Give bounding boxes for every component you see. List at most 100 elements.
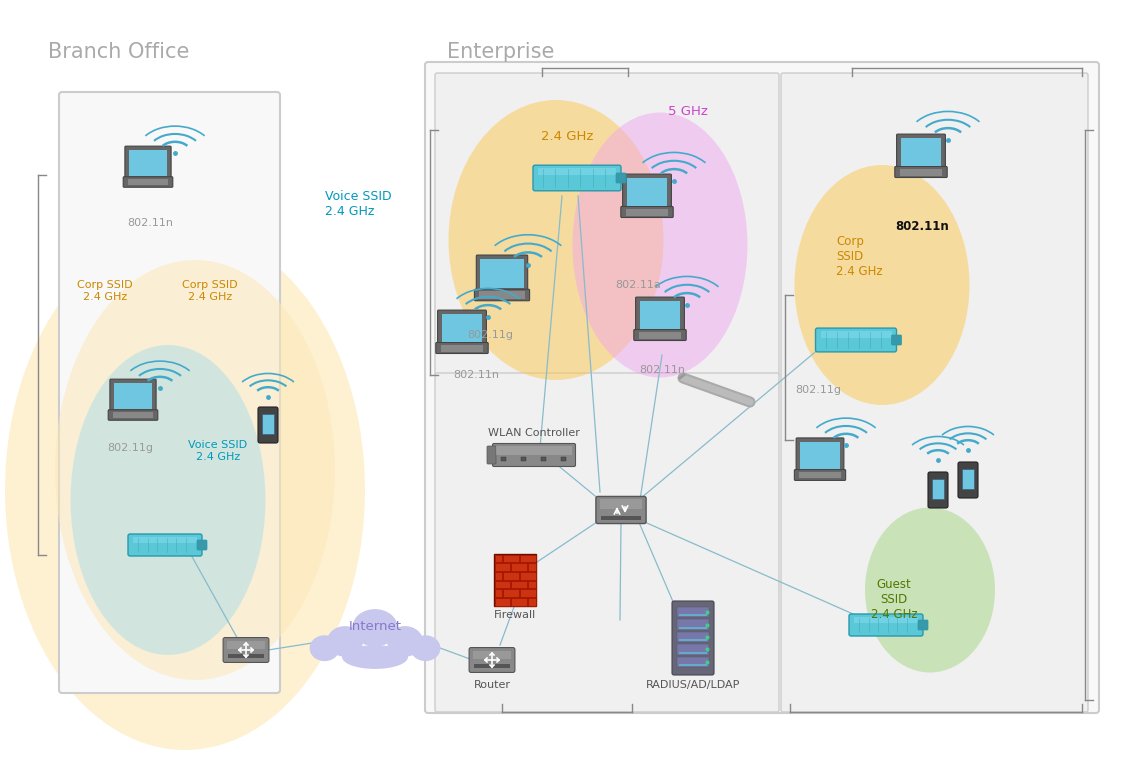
Text: Branch Office: Branch Office: [48, 42, 189, 62]
FancyBboxPatch shape: [59, 92, 280, 693]
FancyBboxPatch shape: [503, 554, 519, 562]
FancyBboxPatch shape: [561, 457, 566, 461]
Ellipse shape: [387, 626, 423, 657]
Text: 802.11n: 802.11n: [127, 218, 173, 228]
FancyBboxPatch shape: [511, 581, 527, 588]
FancyBboxPatch shape: [528, 563, 536, 571]
FancyBboxPatch shape: [488, 446, 495, 464]
Text: Voice SSID
2.4 GHz: Voice SSID 2.4 GHz: [188, 440, 248, 462]
FancyBboxPatch shape: [511, 598, 527, 605]
Ellipse shape: [310, 635, 340, 661]
FancyBboxPatch shape: [494, 589, 502, 597]
FancyBboxPatch shape: [962, 469, 974, 489]
FancyBboxPatch shape: [503, 572, 519, 580]
FancyBboxPatch shape: [672, 601, 714, 675]
FancyBboxPatch shape: [520, 589, 536, 597]
FancyBboxPatch shape: [125, 146, 171, 179]
FancyBboxPatch shape: [474, 665, 510, 669]
FancyBboxPatch shape: [128, 179, 168, 185]
FancyBboxPatch shape: [440, 344, 483, 351]
FancyBboxPatch shape: [494, 572, 502, 580]
FancyBboxPatch shape: [901, 138, 941, 165]
FancyBboxPatch shape: [494, 563, 510, 571]
FancyBboxPatch shape: [503, 589, 519, 597]
FancyBboxPatch shape: [481, 259, 524, 288]
Ellipse shape: [572, 113, 748, 378]
Text: 802.11a: 802.11a: [615, 280, 661, 290]
FancyBboxPatch shape: [494, 554, 502, 562]
FancyBboxPatch shape: [528, 581, 536, 588]
FancyBboxPatch shape: [854, 617, 918, 623]
Text: Voice SSID
2.4 GHz: Voice SSID 2.4 GHz: [325, 190, 392, 218]
FancyBboxPatch shape: [435, 73, 779, 377]
FancyBboxPatch shape: [928, 472, 948, 508]
Text: Router: Router: [474, 680, 510, 690]
FancyBboxPatch shape: [626, 208, 669, 215]
FancyBboxPatch shape: [640, 301, 680, 329]
FancyBboxPatch shape: [258, 407, 278, 443]
FancyBboxPatch shape: [623, 174, 671, 208]
FancyBboxPatch shape: [896, 134, 946, 168]
FancyBboxPatch shape: [227, 641, 265, 649]
FancyBboxPatch shape: [262, 414, 274, 434]
FancyBboxPatch shape: [229, 655, 263, 659]
FancyBboxPatch shape: [521, 457, 526, 461]
Ellipse shape: [865, 507, 995, 672]
FancyBboxPatch shape: [494, 581, 510, 588]
FancyBboxPatch shape: [677, 619, 709, 630]
FancyBboxPatch shape: [538, 168, 616, 175]
Text: 802.11n: 802.11n: [895, 220, 949, 233]
FancyBboxPatch shape: [108, 410, 158, 420]
Text: Corp
SSID
2.4 GHz: Corp SSID 2.4 GHz: [835, 235, 883, 278]
FancyBboxPatch shape: [895, 167, 947, 178]
FancyBboxPatch shape: [677, 607, 709, 618]
Text: 802.11n: 802.11n: [453, 370, 499, 380]
Text: Corp SSID
2.4 GHz: Corp SSID 2.4 GHz: [182, 280, 238, 302]
FancyBboxPatch shape: [114, 383, 152, 408]
Text: RADIUS/AD/LDAP: RADIUS/AD/LDAP: [646, 680, 740, 690]
Text: 802.11g: 802.11g: [107, 443, 153, 453]
FancyBboxPatch shape: [128, 534, 202, 556]
FancyBboxPatch shape: [128, 150, 167, 176]
FancyBboxPatch shape: [821, 331, 892, 337]
FancyBboxPatch shape: [520, 554, 536, 562]
Text: Firewall: Firewall: [494, 610, 536, 620]
FancyBboxPatch shape: [638, 331, 681, 338]
FancyBboxPatch shape: [677, 657, 709, 667]
FancyBboxPatch shape: [677, 644, 709, 655]
Text: 802.11g: 802.11g: [795, 385, 841, 395]
Ellipse shape: [55, 260, 336, 680]
Ellipse shape: [448, 100, 663, 380]
Ellipse shape: [5, 230, 365, 750]
FancyBboxPatch shape: [892, 335, 902, 345]
FancyBboxPatch shape: [470, 648, 515, 672]
FancyBboxPatch shape: [677, 631, 709, 642]
FancyBboxPatch shape: [425, 62, 1099, 713]
FancyBboxPatch shape: [476, 255, 528, 291]
FancyBboxPatch shape: [520, 572, 536, 580]
FancyBboxPatch shape: [511, 563, 527, 571]
FancyBboxPatch shape: [133, 537, 197, 543]
FancyBboxPatch shape: [438, 310, 486, 344]
FancyBboxPatch shape: [801, 442, 840, 469]
FancyBboxPatch shape: [679, 664, 707, 666]
FancyBboxPatch shape: [528, 598, 536, 605]
Text: Internet: Internet: [349, 621, 402, 634]
FancyBboxPatch shape: [849, 614, 923, 636]
Text: 802.11g: 802.11g: [467, 330, 513, 340]
Text: Guest
SSID
2.4 GHz: Guest SSID 2.4 GHz: [870, 578, 918, 621]
FancyBboxPatch shape: [436, 343, 489, 354]
Ellipse shape: [327, 626, 363, 657]
FancyBboxPatch shape: [900, 168, 942, 175]
FancyBboxPatch shape: [596, 496, 646, 523]
FancyBboxPatch shape: [480, 291, 525, 299]
FancyBboxPatch shape: [474, 290, 529, 301]
Ellipse shape: [352, 609, 397, 646]
FancyBboxPatch shape: [635, 297, 685, 331]
Text: Enterprise: Enterprise: [447, 42, 554, 62]
FancyBboxPatch shape: [473, 651, 511, 659]
FancyBboxPatch shape: [620, 206, 673, 218]
FancyBboxPatch shape: [679, 639, 707, 642]
FancyBboxPatch shape: [626, 178, 668, 205]
FancyBboxPatch shape: [494, 554, 536, 606]
